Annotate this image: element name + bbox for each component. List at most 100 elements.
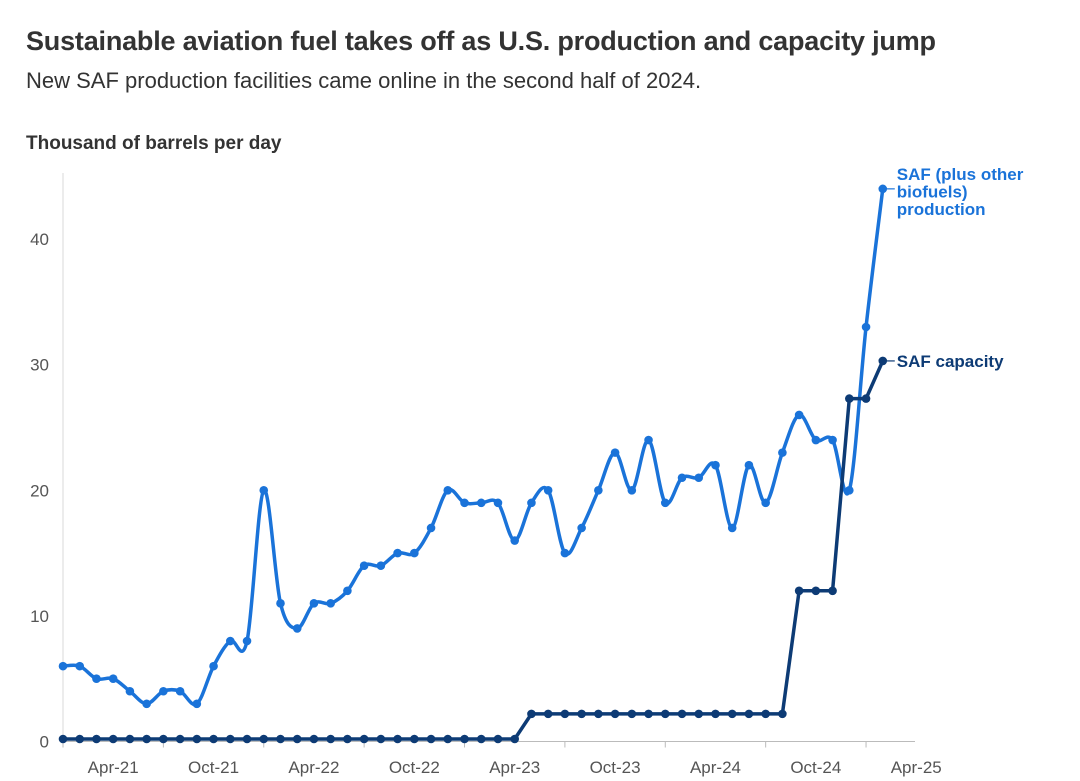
data-point — [861, 394, 871, 403]
data-point — [209, 661, 218, 671]
data-point — [192, 734, 202, 744]
data-point — [845, 486, 854, 495]
data-point — [460, 734, 469, 744]
data-point — [426, 523, 436, 533]
data-point — [845, 394, 854, 403]
data-point — [175, 686, 185, 696]
data-point — [426, 734, 436, 744]
data-point — [58, 661, 68, 671]
x-tick-label: Apr-24 — [690, 758, 741, 777]
data-point — [292, 624, 302, 633]
data-point — [359, 561, 369, 570]
data-point — [142, 734, 151, 744]
series-label: SAF capacity — [897, 352, 1004, 371]
series-production — [58, 184, 888, 709]
data-point — [560, 548, 570, 558]
data-point — [493, 498, 503, 508]
data-point — [677, 709, 687, 719]
data-point — [92, 734, 101, 744]
data-point — [276, 599, 285, 608]
x-tick-label: Oct-24 — [790, 758, 841, 777]
series-line — [61, 187, 885, 707]
data-point — [443, 734, 453, 744]
data-point — [276, 734, 285, 744]
data-point — [560, 709, 570, 719]
data-point — [476, 734, 486, 744]
data-point — [677, 473, 687, 483]
data-point — [627, 486, 637, 495]
data-point — [861, 322, 871, 332]
data-point — [142, 699, 151, 709]
data-point — [159, 734, 168, 744]
data-point — [192, 699, 202, 709]
data-point — [376, 734, 386, 744]
data-point — [292, 734, 302, 744]
data-point — [794, 410, 804, 420]
data-point — [510, 734, 520, 744]
data-point — [828, 435, 837, 445]
data-point — [75, 734, 85, 744]
data-point — [711, 709, 720, 719]
data-point — [493, 734, 503, 744]
data-point — [376, 561, 386, 570]
chart-subtitle: New SAF production facilities came onlin… — [26, 68, 702, 93]
data-point — [159, 686, 168, 696]
data-point — [226, 636, 235, 646]
data-point — [610, 448, 620, 457]
y-tick-label: 40 — [30, 230, 49, 249]
data-point — [393, 548, 402, 558]
data-point — [577, 709, 586, 719]
data-point — [309, 599, 319, 608]
data-point — [577, 523, 586, 533]
data-point — [443, 486, 453, 495]
data-point — [778, 709, 787, 719]
series-label: production — [897, 200, 986, 219]
data-point — [259, 486, 269, 495]
chart-axes: 0 10 20 30 40 Apr-21 Oct-21 Apr-22 Oct-22 Apr-23 O… — [30, 173, 942, 777]
data-point — [627, 709, 637, 719]
data-point — [594, 709, 603, 719]
data-point — [660, 709, 670, 719]
data-point — [527, 709, 536, 719]
chart-title: Sustainable aviation fuel takes off as U… — [26, 26, 936, 56]
data-point — [761, 709, 770, 719]
data-point — [610, 709, 620, 719]
data-point — [326, 734, 335, 744]
data-point — [744, 460, 754, 470]
x-tick-label: Oct-22 — [389, 758, 440, 777]
data-point — [226, 734, 235, 744]
data-point — [694, 709, 704, 719]
x-tick-label: Oct-23 — [590, 758, 641, 777]
data-point — [326, 599, 335, 608]
data-point — [811, 586, 821, 596]
data-point — [108, 674, 118, 683]
x-tick-label: Apr-21 — [88, 758, 139, 777]
data-point — [527, 498, 536, 508]
data-point — [543, 709, 553, 719]
series-line — [61, 359, 885, 741]
data-point — [92, 674, 101, 683]
data-point — [878, 356, 888, 366]
data-point — [359, 734, 369, 744]
data-point — [828, 586, 837, 596]
x-tick-label: Apr-22 — [288, 758, 339, 777]
y-axis-label: Thousand of barrels per day — [26, 133, 282, 154]
data-point — [209, 734, 218, 744]
data-point — [58, 734, 68, 744]
data-point — [794, 586, 804, 596]
series-capacity — [58, 356, 888, 744]
y-tick-label: 30 — [30, 356, 49, 375]
data-point — [510, 536, 520, 545]
data-point — [727, 709, 737, 719]
data-point — [711, 460, 720, 470]
data-point — [761, 498, 770, 508]
x-tick-label: Apr-23 — [489, 758, 540, 777]
data-point — [460, 498, 469, 508]
data-point — [125, 734, 135, 744]
data-point — [727, 523, 737, 533]
data-point — [75, 661, 85, 671]
y-tick-label: 10 — [30, 607, 49, 626]
data-point — [694, 473, 704, 483]
